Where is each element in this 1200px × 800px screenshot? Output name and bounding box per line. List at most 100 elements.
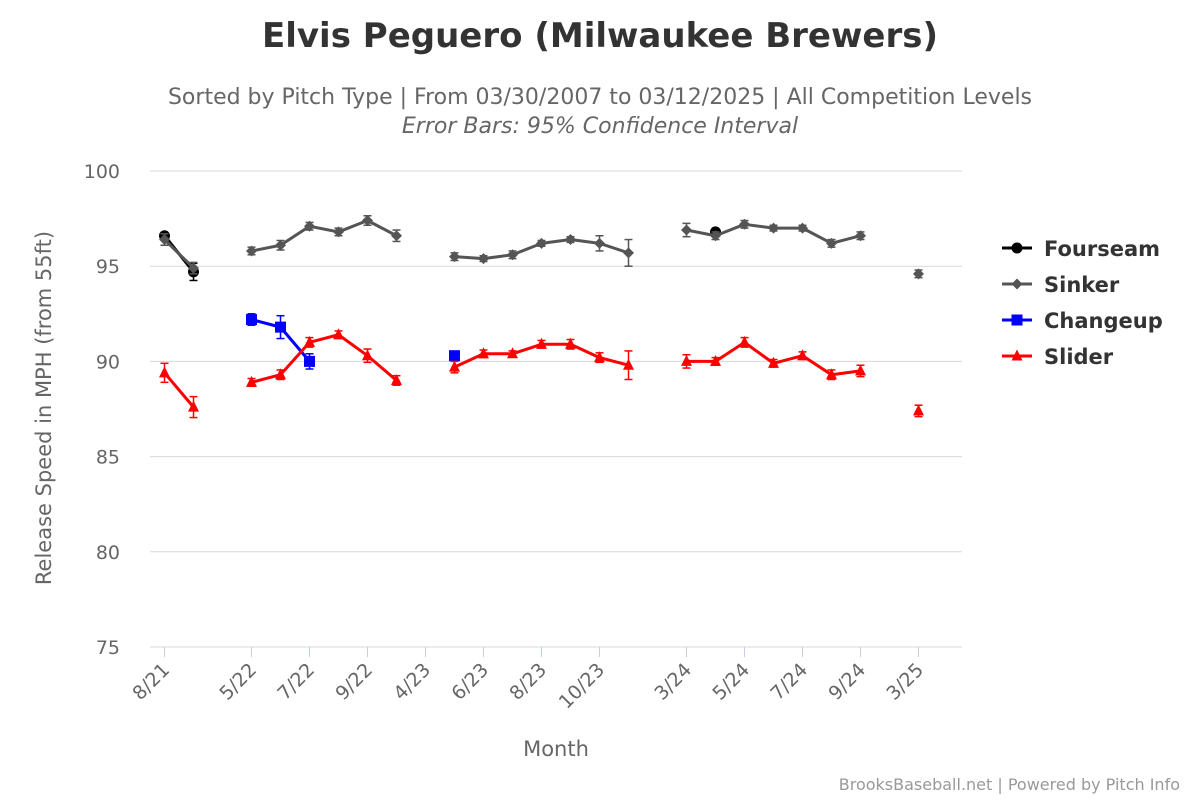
changeup-point (275, 321, 286, 333)
gridlines (150, 170, 962, 648)
slider-line-segment (163, 371, 195, 409)
x-tick-label: 5/24 (708, 659, 754, 705)
y-tick-label: 75 (96, 637, 120, 659)
sinker-point (826, 237, 837, 249)
changeup-point (246, 314, 257, 326)
legend: Fourseam Sinker Changeup Slider (1002, 237, 1163, 369)
slider-point (304, 335, 315, 347)
credits-text[interactable]: BrooksBaseball.net | Powered by Pitch In… (839, 775, 1180, 794)
slider-point (681, 354, 692, 366)
sinker-point (478, 253, 489, 265)
legend-item-fourseam[interactable]: Fourseam (1002, 237, 1160, 261)
slider-point (275, 368, 286, 380)
slider-point (768, 356, 779, 368)
series-fourseam (159, 226, 721, 282)
changeup-point (304, 355, 315, 367)
legend-marker-sinker (1011, 278, 1023, 290)
sinker-point (768, 222, 779, 234)
legend-item-changeup[interactable]: Changeup (1002, 309, 1163, 333)
series-slider (159, 328, 924, 419)
slider-point (710, 354, 721, 366)
slider-point (797, 349, 808, 361)
sinker-point (507, 249, 518, 261)
slider-point (739, 335, 750, 347)
slider-point (478, 347, 489, 359)
slider-point (362, 349, 373, 361)
slider-point (826, 368, 837, 380)
slider-point (536, 337, 547, 349)
slider-point (188, 400, 199, 412)
sinker-point (188, 262, 199, 274)
slider-point (449, 360, 460, 372)
chart-subtitle: Sorted by Pitch Type | From 03/30/2007 t… (168, 85, 1032, 110)
sinker-point (913, 268, 924, 280)
slider-point (623, 358, 634, 370)
x-tick-label: 6/23 (447, 659, 493, 705)
legend-label-fourseam: Fourseam (1044, 237, 1160, 261)
chart-subtitle-error-bars: Error Bars: 95% Confidence Interval (402, 114, 798, 139)
sinker-point (449, 251, 460, 263)
x-tick-label: 9/24 (824, 659, 870, 705)
slider-point (565, 337, 576, 349)
slider-point (333, 328, 344, 340)
slider-point (507, 347, 518, 359)
x-tick-label: 3/24 (650, 659, 696, 705)
sinker-point (304, 220, 315, 232)
sinker-point (391, 230, 402, 242)
sinker-point (855, 230, 866, 242)
sinker-point (594, 237, 605, 249)
slider-point (594, 351, 605, 363)
slider-point (391, 373, 402, 385)
y-tick-label: 95 (96, 256, 120, 278)
slider-point (913, 404, 924, 416)
sinker-line-segment (163, 238, 195, 270)
slider-point (855, 364, 866, 376)
series-group (159, 214, 924, 419)
sinker-point (333, 226, 344, 238)
legend-label-sinker: Sinker (1044, 273, 1120, 297)
legend-label-changeup: Changeup (1044, 309, 1163, 333)
legend-marker-fourseam (1011, 242, 1023, 254)
sinker-point (536, 237, 547, 249)
x-tick-label: 10/23 (555, 659, 609, 713)
sinker-point (159, 234, 170, 246)
legend-label-slider: Slider (1044, 345, 1114, 369)
sinker-point (623, 247, 634, 259)
x-tick-label: 7/22 (273, 659, 319, 705)
legend-item-slider[interactable]: Slider (1002, 345, 1114, 369)
sinker-point (739, 218, 750, 230)
sinker-point (565, 234, 576, 246)
y-tick-label: 85 (96, 447, 120, 469)
x-tick-label: 3/25 (882, 659, 928, 705)
y-tick-label: 100 (84, 161, 120, 183)
sinker-point (362, 215, 373, 227)
x-tick-label: 8/21 (128, 659, 174, 705)
y-tick-label: 90 (96, 351, 120, 373)
series-changeup (246, 313, 460, 370)
x-tick-label: 9/22 (331, 659, 377, 705)
x-axis-title: Month (523, 737, 589, 761)
legend-item-sinker[interactable]: Sinker (1002, 273, 1120, 297)
x-tick-label: 4/23 (389, 659, 435, 705)
changeup-point (449, 350, 460, 362)
sinker-line-segment (251, 219, 398, 253)
slider-line-segment (251, 333, 398, 384)
legend-marker-changeup (1011, 314, 1023, 326)
sinker-point (797, 222, 808, 234)
sinker-point (275, 239, 286, 251)
x-tick-label: 7/24 (766, 659, 812, 705)
legend-marker-slider (1011, 349, 1023, 361)
x-tick-label: 5/22 (215, 659, 261, 705)
slider-point (159, 366, 170, 378)
series-sinker (159, 214, 924, 280)
x-tick-label: 8/23 (505, 659, 551, 705)
sinker-point (681, 224, 692, 236)
chart-title: Elvis Peguero (Milwaukee Brewers) (262, 16, 938, 56)
slider-point (246, 375, 257, 387)
sinker-point (246, 245, 257, 257)
y-axis-title: Release Speed in MPH (from 55ft) (32, 231, 56, 585)
y-tick-label: 80 (96, 542, 120, 564)
x-axis-ticks: 8/21 5/22 7/22 9/22 4/23 6/23 8/23 10/23 3/24 5/2… (128, 647, 928, 713)
